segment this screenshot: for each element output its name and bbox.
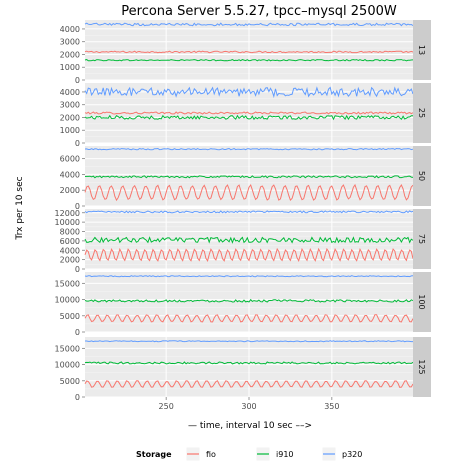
panel-group: 0100020003000400013010002000300040002502… [55, 20, 431, 411]
series-line-fio [84, 314, 414, 323]
series-line-p320 [84, 275, 414, 278]
y-tick-label: 3000 [60, 38, 80, 47]
y-tick-label: 0 [75, 76, 80, 85]
y-tick-label: 0 [75, 139, 80, 148]
series-line-fio [84, 50, 414, 54]
strip-background [413, 272, 431, 332]
y-tick-label: 4000 [60, 25, 80, 34]
series-line-i910 [84, 175, 414, 179]
y-tick-label: 10000 [55, 296, 80, 305]
series-line-fio [84, 380, 414, 388]
series-line-fio [84, 247, 414, 262]
y-axis-title: Trx per 10 sec [15, 176, 25, 240]
y-tick-label: 0 [75, 328, 80, 337]
panel-125: 0 5000 10000 15000 125 [55, 337, 431, 402]
y-tick-label: 2000 [60, 186, 80, 195]
series-line-p320 [84, 86, 414, 99]
y-tick-label: 2000 [60, 256, 80, 265]
legend-title: Storage [136, 450, 172, 459]
legend-label-i910: i910 [276, 450, 294, 459]
y-tick-label: 1000 [60, 126, 80, 135]
y-tick-label: 0 [75, 265, 80, 274]
series-line-p320 [85, 340, 413, 343]
series-line-i910 [84, 114, 414, 121]
series-line-p320 [84, 210, 414, 214]
y-tick-label: 4000 [60, 88, 80, 97]
series-line-p320 [84, 22, 414, 27]
series-line-fio [84, 183, 414, 202]
strip-background [413, 83, 431, 143]
x-tick-label: 300 [241, 402, 256, 411]
strip-label: 13 [417, 45, 426, 55]
y-tick-label: 2000 [60, 113, 80, 122]
panel-100: 0 5000 10000 15000 100 [55, 272, 431, 337]
series-line-i910 [84, 298, 414, 303]
y-tick-label: 0 [75, 393, 80, 402]
legend: Storage fio i910 p320 [136, 446, 362, 462]
strip-label: 25 [417, 108, 426, 118]
strip-label: 100 [417, 294, 426, 309]
y-tick-label: 5000 [60, 377, 80, 386]
y-tick-label: 3000 [60, 101, 80, 110]
panel-50: 0 2000 4000 6000 50 [60, 146, 431, 211]
y-tick-label: 4000 [60, 246, 80, 255]
series-line-i910 [84, 59, 414, 62]
y-tick-label: 6000 [60, 155, 80, 164]
y-tick-label: 2000 [60, 50, 80, 59]
x-tick-label: 250 [159, 402, 174, 411]
x-tick-label: 350 [324, 402, 339, 411]
chart-title: Percona Server 5.5.27, tpcc–mysql 2500W [121, 4, 397, 19]
y-tick-label: 15000 [55, 344, 80, 353]
y-tick-label: 0 [75, 202, 80, 211]
y-tick-label: 10000 [55, 361, 80, 370]
strip-label: 75 [417, 234, 426, 244]
y-tick-label: 6000 [60, 237, 80, 246]
y-tick-label: 5000 [60, 312, 80, 321]
y-tick-label: 8000 [60, 228, 80, 237]
series-line-p320 [84, 147, 414, 151]
strip-background [413, 20, 431, 80]
panel-25: 0 1000 2000 3000 4000 25 [60, 83, 431, 148]
panel-13: 0 1000 2000 3000 4000 13 [60, 20, 431, 85]
y-tick-label: 12000 [55, 209, 80, 218]
strip-background [413, 209, 431, 269]
y-tick-label: 4000 [60, 170, 80, 179]
x-axis-title: — time, interval 10 sec ––> [188, 421, 312, 431]
series-line-fio [84, 111, 414, 115]
y-tick-label: 15000 [55, 279, 80, 288]
y-tick-label: 10000 [55, 218, 80, 227]
y-tick-label: 1000 [60, 63, 80, 72]
series-line-i910 [84, 236, 414, 244]
strip-background [413, 337, 431, 397]
strip-background [413, 146, 431, 206]
legend-label-p320: p320 [342, 450, 362, 459]
strip-label: 50 [417, 171, 426, 181]
series-line-i910 [84, 361, 414, 365]
strip-label: 125 [417, 359, 426, 374]
legend-label-fio: fio [206, 450, 216, 459]
